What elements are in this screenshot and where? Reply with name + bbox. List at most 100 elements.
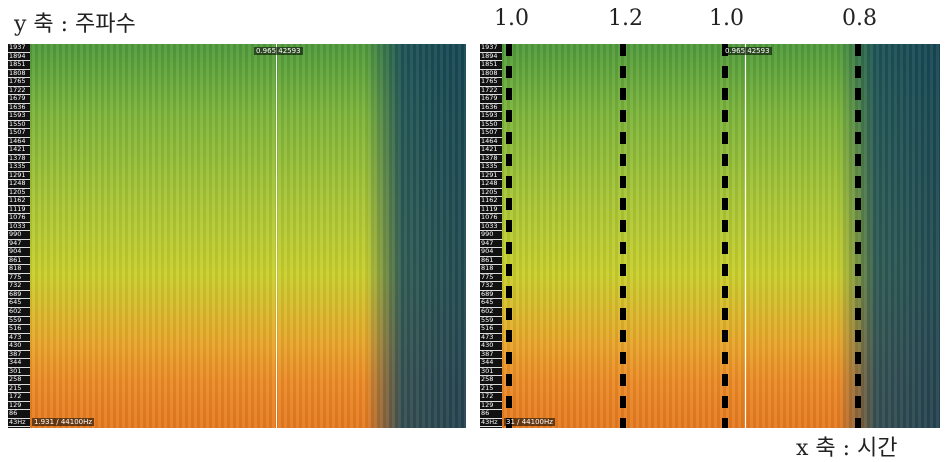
- frequency-label: 559: [8, 317, 30, 326]
- marker-line: [855, 44, 861, 428]
- frequency-label: 1765: [480, 78, 502, 87]
- frequency-label: 1851: [480, 61, 502, 70]
- marker-label: 1.2: [608, 6, 643, 31]
- frequency-label: 1507: [8, 129, 30, 138]
- marker-line: [722, 44, 728, 428]
- cursor-line: [745, 44, 746, 428]
- cursor-label: 0.965 42593: [723, 47, 772, 55]
- frequency-label: 818: [480, 265, 502, 274]
- texture: [8, 44, 466, 428]
- frequency-label: 301: [8, 368, 30, 377]
- frequency-label: 1550: [480, 121, 502, 130]
- frequency-label: 129: [8, 402, 30, 411]
- marker-line: [620, 44, 626, 428]
- marker-line: [506, 44, 512, 428]
- page: y 축 : 주파수 x 축 : 시간 0.965 425931937189418…: [0, 0, 946, 461]
- cursor-line: [276, 44, 277, 428]
- frequency-label: 258: [8, 376, 30, 385]
- frequency-label: 559: [480, 317, 502, 326]
- frequency-label: 1894: [480, 53, 502, 62]
- frequency-label: 129: [480, 402, 502, 411]
- frequency-label: 1119: [8, 206, 30, 215]
- frequency-label: 344: [480, 359, 502, 368]
- frequency-label: 861: [8, 257, 30, 266]
- frequency-label: 1421: [480, 146, 502, 155]
- frequency-label: 473: [480, 334, 502, 343]
- frequency-label: 775: [8, 274, 30, 283]
- frequency-label: 1335: [8, 163, 30, 172]
- frequency-label: 904: [480, 248, 502, 257]
- marker-label: 1.0: [494, 6, 529, 31]
- texture: [480, 44, 940, 428]
- frequency-label: 172: [480, 393, 502, 402]
- frequency-label: 43Hz: [480, 419, 502, 428]
- frequency-label: 1162: [480, 197, 502, 206]
- frequency-label: 1248: [8, 180, 30, 189]
- frequency-label: 1248: [480, 180, 502, 189]
- x-axis-caption: x 축 : 시간: [796, 430, 898, 462]
- frequency-label: 1378: [480, 155, 502, 164]
- frequency-label: 645: [480, 299, 502, 308]
- cursor-label: 0.965 42593: [254, 47, 303, 55]
- frequency-label: 1808: [480, 70, 502, 79]
- frequency-label: 1550: [8, 121, 30, 130]
- frequency-label: 947: [8, 240, 30, 249]
- frequency-label: 172: [8, 393, 30, 402]
- frequency-label: 86: [480, 410, 502, 419]
- frequency-label: 732: [8, 282, 30, 291]
- frequency-label: 1378: [8, 155, 30, 164]
- frequency-label: 1033: [8, 223, 30, 232]
- frequency-label: 1291: [8, 172, 30, 181]
- footer-label: 31 / 44100Hz: [504, 418, 555, 426]
- frequency-label: 1679: [480, 95, 502, 104]
- frequency-label: 430: [480, 342, 502, 351]
- frequency-label: 1464: [8, 138, 30, 147]
- frequency-label: 1162: [8, 197, 30, 206]
- frequency-label: 645: [8, 299, 30, 308]
- frequency-label: 86: [8, 410, 30, 419]
- frequency-label: 215: [480, 385, 502, 394]
- frequency-label: 602: [8, 308, 30, 317]
- frequency-label: 1722: [480, 87, 502, 96]
- frequency-label: 990: [480, 231, 502, 240]
- frequency-label: 1205: [8, 189, 30, 198]
- frequency-label: 258: [480, 376, 502, 385]
- frequency-label: 602: [480, 308, 502, 317]
- frequency-label: 990: [8, 231, 30, 240]
- frequency-label: 1291: [480, 172, 502, 181]
- frequency-label: 904: [8, 248, 30, 257]
- frequency-label: 775: [480, 274, 502, 283]
- frequency-label: 732: [480, 282, 502, 291]
- frequency-label: 861: [480, 257, 502, 266]
- y-axis-caption: y 축 : 주파수: [14, 6, 136, 38]
- frequency-label: 516: [480, 325, 502, 334]
- frequency-label: 1076: [8, 214, 30, 223]
- frequency-label: 387: [8, 351, 30, 360]
- frequency-label: 689: [8, 291, 30, 300]
- frequency-label: 387: [480, 351, 502, 360]
- frequency-label: 516: [8, 325, 30, 334]
- marker-label: 1.0: [709, 6, 744, 31]
- frequency-label: 1851: [8, 61, 30, 70]
- frequency-label: 1205: [480, 189, 502, 198]
- frequency-label: 1421: [8, 146, 30, 155]
- frequency-label: 1937: [480, 44, 502, 53]
- frequency-label: 1679: [8, 95, 30, 104]
- frequency-label: 1722: [8, 87, 30, 96]
- frequency-label: 1076: [480, 214, 502, 223]
- frequency-label: 1119: [480, 206, 502, 215]
- frequency-label: 1335: [480, 163, 502, 172]
- frequency-label: 1593: [480, 112, 502, 121]
- frequency-label: 689: [480, 291, 502, 300]
- frequency-label: 1808: [8, 70, 30, 79]
- frequency-label: 473: [8, 334, 30, 343]
- frequency-label: 430: [8, 342, 30, 351]
- frequency-label: 1464: [480, 138, 502, 147]
- frequency-label: 43Hz: [8, 419, 30, 428]
- frequency-label: 1894: [8, 53, 30, 62]
- frequency-label: 344: [8, 359, 30, 368]
- frequency-label: 947: [480, 240, 502, 249]
